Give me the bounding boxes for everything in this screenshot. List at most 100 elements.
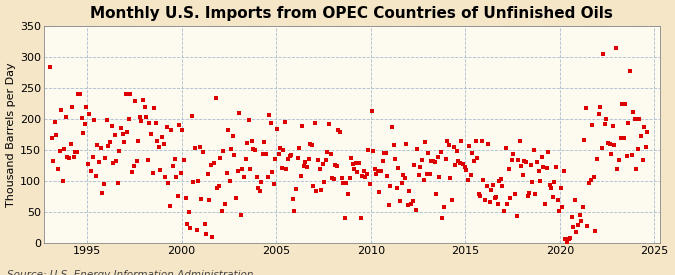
Point (295, 174, 306, 178)
Point (210, 96, 221, 101)
Point (119, 140, 130, 144)
Point (251, 175, 262, 179)
Point (409, 163, 420, 167)
Point (128, 164, 139, 169)
Point (412, 147, 423, 151)
Point (94, 160, 105, 164)
Point (546, 185, 557, 190)
Text: Source: U.S. Energy Information Administration: Source: U.S. Energy Information Administ… (7, 271, 253, 275)
Point (124, 117, 134, 121)
Point (385, 184, 396, 188)
Point (495, 177, 506, 181)
Point (286, 153, 296, 157)
Point (505, 196, 516, 200)
Point (292, 156, 303, 160)
Point (622, 153, 632, 158)
Point (54, 149, 65, 153)
Point (572, 223, 583, 227)
Point (166, 128, 177, 133)
Point (202, 172, 213, 176)
Point (506, 158, 517, 163)
Point (448, 145, 459, 150)
Point (574, 213, 585, 217)
Point (478, 178, 489, 183)
Point (213, 184, 224, 188)
Point (194, 145, 205, 149)
Point (158, 142, 169, 147)
Point (547, 194, 558, 199)
Point (447, 198, 458, 202)
Point (510, 192, 520, 196)
Point (89, 118, 100, 123)
Point (106, 123, 117, 128)
Point (169, 157, 180, 161)
Point (587, 122, 597, 127)
Point (459, 165, 470, 169)
Point (317, 162, 328, 166)
Point (468, 159, 479, 163)
Point (544, 183, 555, 187)
Point (383, 203, 394, 208)
Point (204, 198, 215, 202)
Point (589, 174, 599, 179)
Point (404, 189, 415, 193)
Point (584, 181, 595, 185)
Point (65, 142, 76, 146)
Point (330, 163, 341, 167)
Point (504, 166, 514, 171)
Point (120, 92, 131, 96)
Point (473, 191, 484, 196)
Point (641, 145, 651, 149)
Point (620, 102, 630, 106)
Point (139, 104, 150, 109)
Point (81, 104, 92, 109)
Point (371, 172, 381, 176)
Point (240, 157, 251, 161)
Point (379, 151, 389, 156)
Point (57, 179, 68, 183)
Point (115, 126, 126, 131)
Point (562, 241, 572, 245)
Point (639, 125, 649, 129)
Point (267, 169, 277, 174)
Point (75, 92, 86, 96)
Point (264, 113, 275, 117)
Point (434, 175, 445, 179)
Point (61, 115, 72, 119)
Point (552, 198, 563, 202)
Point (355, 216, 366, 220)
Point (605, 152, 616, 156)
Point (529, 148, 539, 152)
Point (549, 180, 560, 185)
Point (238, 174, 249, 179)
Point (518, 173, 529, 177)
Point (593, 112, 604, 116)
Point (174, 123, 185, 127)
Point (486, 188, 497, 192)
Point (297, 124, 308, 129)
Point (338, 181, 348, 185)
Point (541, 166, 552, 170)
Point (157, 135, 167, 139)
Point (182, 222, 192, 226)
Point (340, 216, 350, 220)
Point (212, 186, 223, 190)
Point (59, 146, 70, 151)
Point (502, 201, 512, 206)
Point (113, 180, 124, 185)
Point (227, 134, 238, 138)
Point (491, 194, 502, 199)
Point (398, 173, 408, 177)
Point (461, 168, 472, 172)
Point (439, 205, 450, 209)
Point (344, 175, 355, 180)
Point (134, 114, 145, 119)
Point (163, 181, 173, 186)
Point (323, 122, 334, 126)
Point (67, 104, 78, 109)
Point (325, 152, 336, 156)
Point (153, 145, 164, 150)
Point (294, 146, 304, 150)
Point (477, 138, 487, 143)
Point (172, 194, 183, 198)
